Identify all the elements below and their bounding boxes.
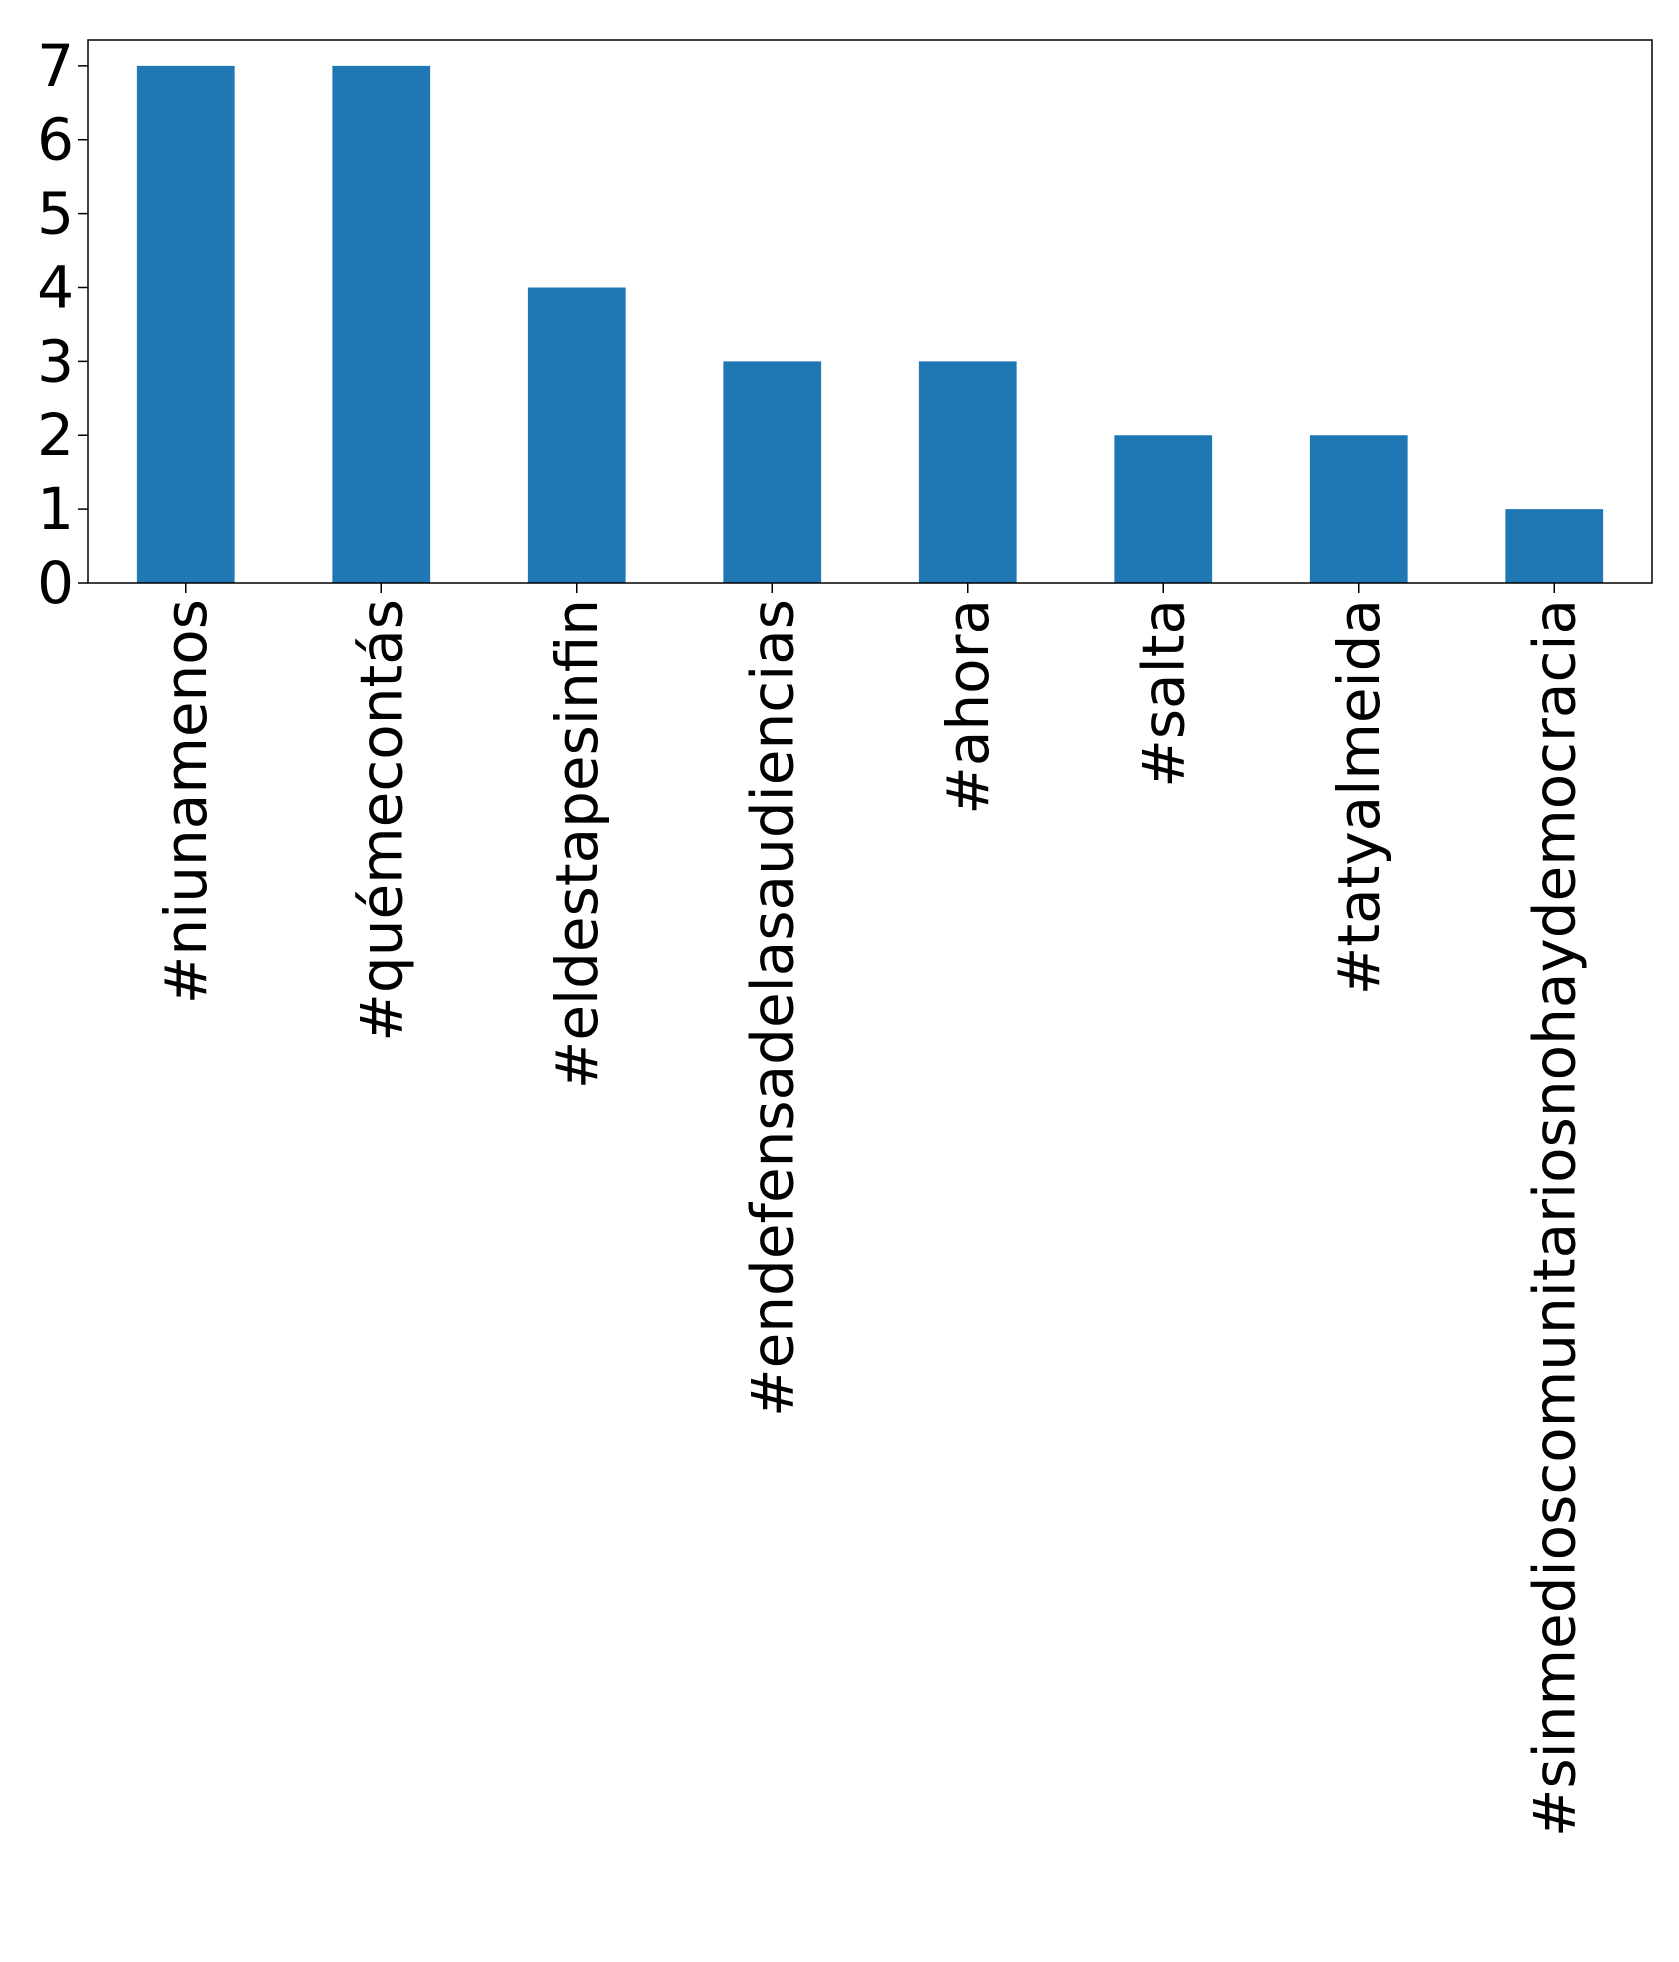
bar-2 bbox=[527, 287, 626, 583]
y-tick-label-0: 0 bbox=[37, 549, 74, 617]
x-tick-label-1: #quémecontás bbox=[347, 599, 415, 1042]
y-tick-label-5: 5 bbox=[37, 180, 74, 248]
x-tick-label-4: #ahora bbox=[934, 599, 1002, 815]
x-tick-label-5: #salta bbox=[1129, 599, 1197, 788]
bar-1 bbox=[332, 65, 431, 584]
bar-0 bbox=[136, 65, 235, 584]
x-axis-ticks: #niunamenos #quémecontás #eldestapesinfin #… bbox=[152, 583, 1588, 1837]
x-tick-label-3: #endefensadelasaudiencias bbox=[738, 599, 806, 1417]
y-tick-label-7: 7 bbox=[37, 32, 74, 100]
x-tick-label-6: #tatyalmeida bbox=[1325, 599, 1393, 995]
x-tick-label-7: #sinmedioscomunitariosnohaydemocracia bbox=[1520, 599, 1588, 1837]
plot-frame bbox=[87, 39, 1653, 584]
bar-5 bbox=[1114, 435, 1213, 583]
x-tick-label-2: #eldestapesinfin bbox=[543, 599, 611, 1089]
y-tick-label-2: 2 bbox=[37, 401, 74, 469]
bar-4 bbox=[918, 361, 1017, 583]
y-tick-label-6: 6 bbox=[37, 106, 74, 174]
y-tick-label-3: 3 bbox=[37, 327, 74, 395]
bar-3 bbox=[723, 361, 822, 583]
bar-6 bbox=[1309, 435, 1408, 583]
y-tick-label-4: 4 bbox=[37, 253, 74, 321]
bars-layer bbox=[136, 65, 1604, 584]
x-tick-label-0: #niunamenos bbox=[152, 599, 220, 1004]
bar-7 bbox=[1505, 509, 1604, 583]
y-tick-label-1: 1 bbox=[37, 475, 74, 543]
